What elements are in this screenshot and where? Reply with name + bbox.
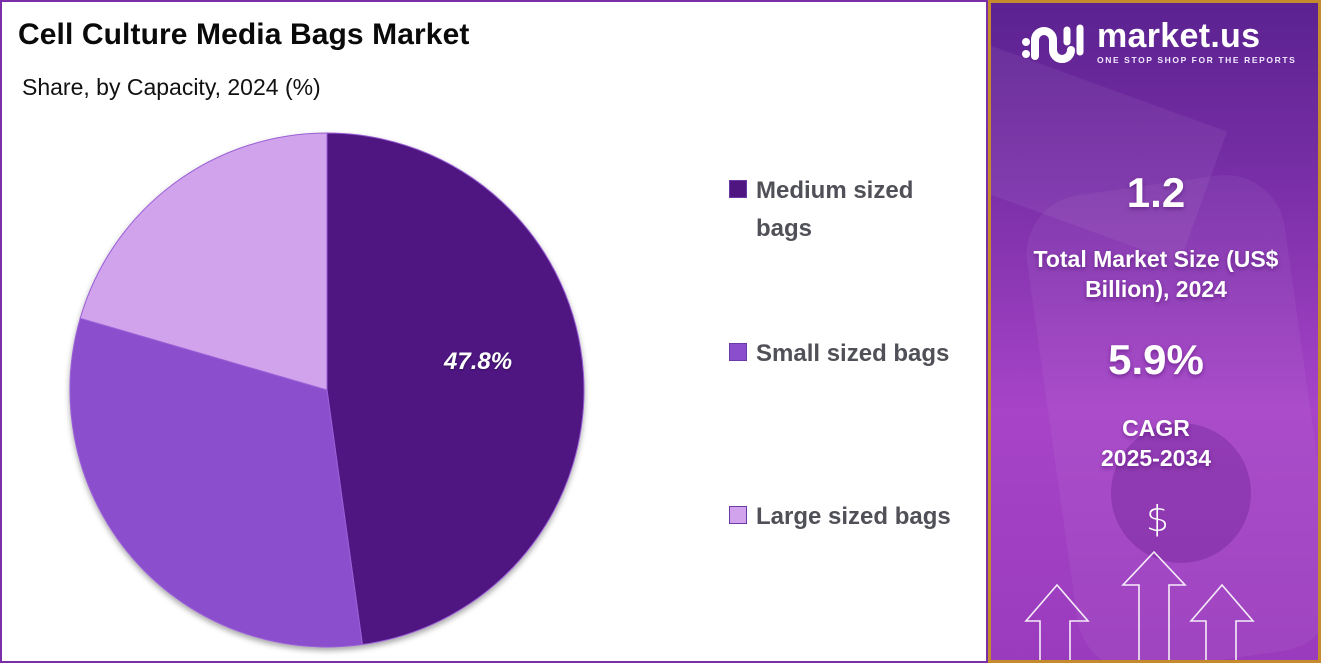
growth-arrows-icon: [1024, 550, 1255, 660]
legend-swatch-large: [729, 506, 747, 524]
pie-slice-large: [79, 132, 328, 391]
pie-chart-svg: [69, 132, 585, 648]
market-size-label: Total Market Size (US$ Billion), 2024: [991, 244, 1318, 304]
summary-panel: market.us ONE STOP SHOP FOR THE REPORTS …: [988, 0, 1321, 663]
market-size-value: 1.2: [1126, 169, 1186, 216]
pie-slice-small: [69, 317, 363, 648]
brand-logo: market.us ONE STOP SHOP FOR THE REPORTS: [1021, 19, 1296, 65]
brand-tagline: ONE STOP SHOP FOR THE REPORTS: [1097, 55, 1297, 65]
arrow-up-left-icon: [1024, 583, 1090, 660]
brand-name: market.us: [1097, 17, 1261, 55]
chart-title: Cell Culture Media Bags Market: [18, 18, 470, 51]
arrow-up-right-icon: [1189, 583, 1255, 660]
legend-label-small: Small sized bags: [756, 340, 950, 367]
legend-label-large: Large sized bags: [756, 503, 951, 530]
pie-chart: 47.8%: [62, 126, 592, 656]
pie-slice-medium: [326, 132, 585, 646]
legend-item-small: Small sized bags: [729, 335, 971, 373]
dollar-icon: $: [1146, 499, 1169, 540]
market-size-label-text: Total Market Size (US$ Billion), 2024: [1033, 246, 1279, 302]
slice-label-medium: 47.8%: [444, 348, 513, 375]
chart-subtitle: Share, by Capacity, 2024 (%): [22, 74, 321, 100]
cagr-label: CAGR 2025-2034: [991, 413, 1318, 473]
cagr-label-line1: CAGR: [1122, 415, 1190, 441]
legend-swatch-medium: [729, 180, 747, 198]
cagr-label-line2: 2025-2034: [1101, 445, 1211, 471]
arrow-up-center-icon: [1121, 550, 1187, 660]
legend-label-medium: Medium sized bags: [756, 177, 914, 242]
chart-panel: Cell Culture Media Bags Market Share, by…: [0, 0, 988, 663]
legend-swatch-small: [729, 343, 747, 361]
legend-item-large: Large sized bags: [729, 498, 971, 536]
legend-item-medium: Medium sized bags: [729, 172, 941, 248]
market-us-logo-icon: [1022, 24, 1084, 63]
cagr-value: 5.9%: [1108, 336, 1204, 383]
background-coffee-cup: [1111, 423, 1251, 563]
